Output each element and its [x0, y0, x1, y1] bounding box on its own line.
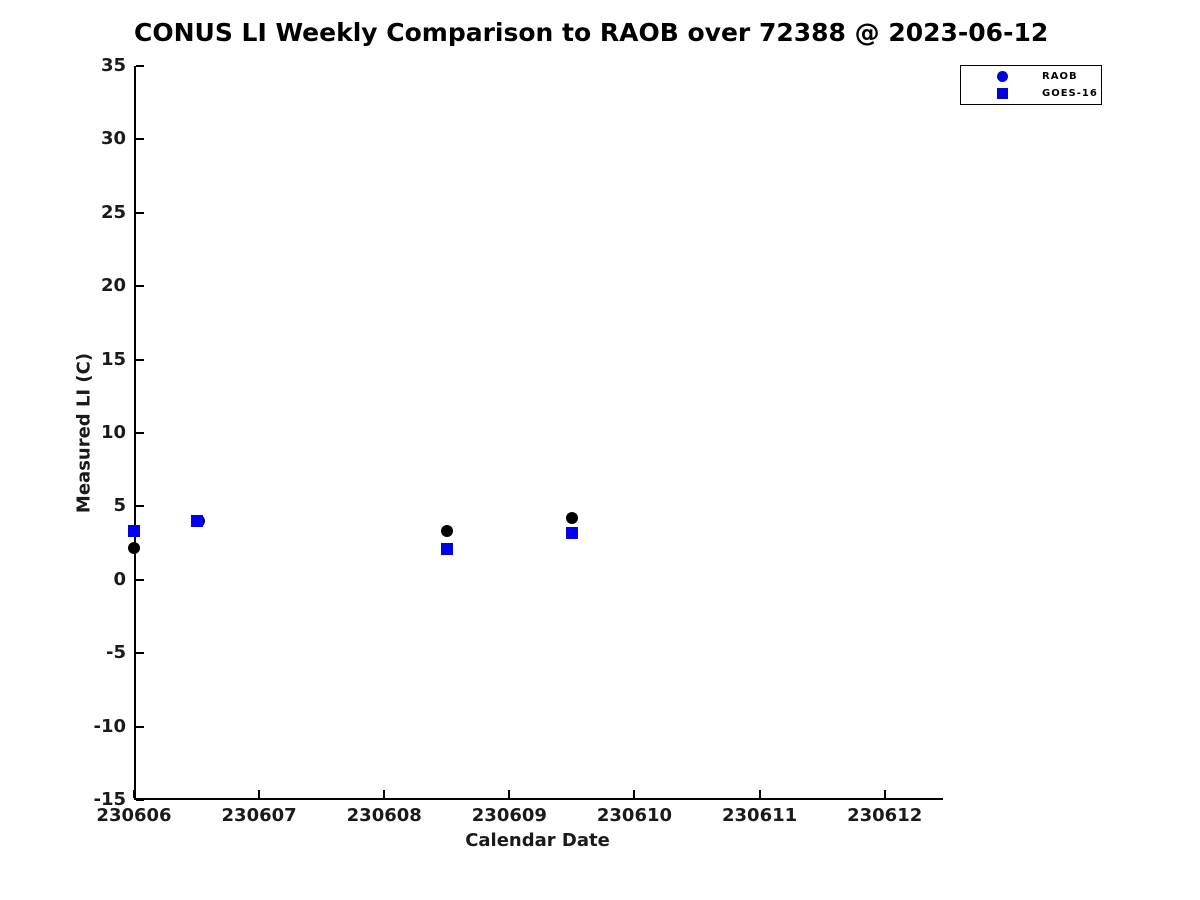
- x-tick-mark: [758, 790, 761, 798]
- legend: RAOB GOES-16: [960, 65, 1102, 105]
- y-tick-label: -15: [93, 789, 126, 810]
- x-tick-mark: [133, 790, 135, 798]
- y-tick-label: 35: [100, 55, 126, 76]
- x-tick-label: 230612: [847, 805, 923, 826]
- legend-entry-raob: RAOB: [961, 70, 1101, 84]
- x-tick-label: 230608: [346, 805, 422, 826]
- y-tick-label: 0: [113, 568, 126, 590]
- data-point-goes-16: [190, 515, 203, 528]
- legend-square-marker-icon: [997, 88, 1008, 99]
- x-tick-label: 230606: [96, 805, 172, 826]
- x-tick-mark: [258, 790, 261, 798]
- legend-label-goes-16: GOES-16: [1042, 88, 1098, 99]
- x-tick-mark: [883, 790, 886, 798]
- y-tick-label: -10: [93, 715, 126, 737]
- y-tick-mark: [136, 65, 144, 67]
- data-point-goes-16: [440, 542, 453, 555]
- y-tick-label: 15: [100, 348, 126, 370]
- y-tick-mark: [136, 799, 144, 801]
- data-point-raob: [440, 525, 453, 538]
- data-point-raob: [128, 541, 140, 554]
- y-tick-mark: [136, 138, 144, 141]
- y-tick-mark: [136, 578, 144, 581]
- x-axis-label: Calendar Date: [465, 830, 610, 851]
- y-tick-mark: [136, 432, 144, 434]
- x-tick-mark: [508, 790, 511, 798]
- y-tick-mark: [136, 725, 144, 728]
- y-tick-mark: [136, 285, 144, 288]
- legend-circle-marker-icon: [997, 71, 1008, 82]
- data-point-raob: [565, 512, 578, 525]
- x-tick-mark: [383, 790, 386, 798]
- legend-entry-goes-16: GOES-16: [961, 87, 1101, 101]
- y-tick-mark: [136, 358, 144, 361]
- y-tick-mark: [136, 652, 144, 655]
- data-point-goes-16: [565, 526, 578, 539]
- y-tick-label: 25: [100, 201, 126, 223]
- chart-title: CONUS LI Weekly Comparison to RAOB over …: [134, 18, 1049, 47]
- y-tick-label: 30: [100, 128, 126, 150]
- data-point-goes-16: [128, 525, 140, 538]
- y-axis-line: [134, 66, 136, 800]
- y-tick-label: 20: [100, 275, 126, 297]
- x-tick-label: 230611: [722, 805, 798, 826]
- x-axis-line: [134, 798, 943, 800]
- x-tick-label: 230609: [471, 805, 547, 826]
- y-tick-label: 10: [100, 422, 126, 443]
- legend-label-raob: RAOB: [1042, 71, 1078, 82]
- x-tick-mark: [633, 790, 636, 798]
- y-tick-label: 5: [113, 495, 126, 517]
- x-tick-label: 230610: [596, 805, 673, 826]
- x-tick-label: 230607: [221, 805, 297, 826]
- y-tick-mark: [136, 505, 144, 508]
- y-tick-mark: [136, 211, 144, 214]
- y-tick-label: -5: [106, 642, 126, 664]
